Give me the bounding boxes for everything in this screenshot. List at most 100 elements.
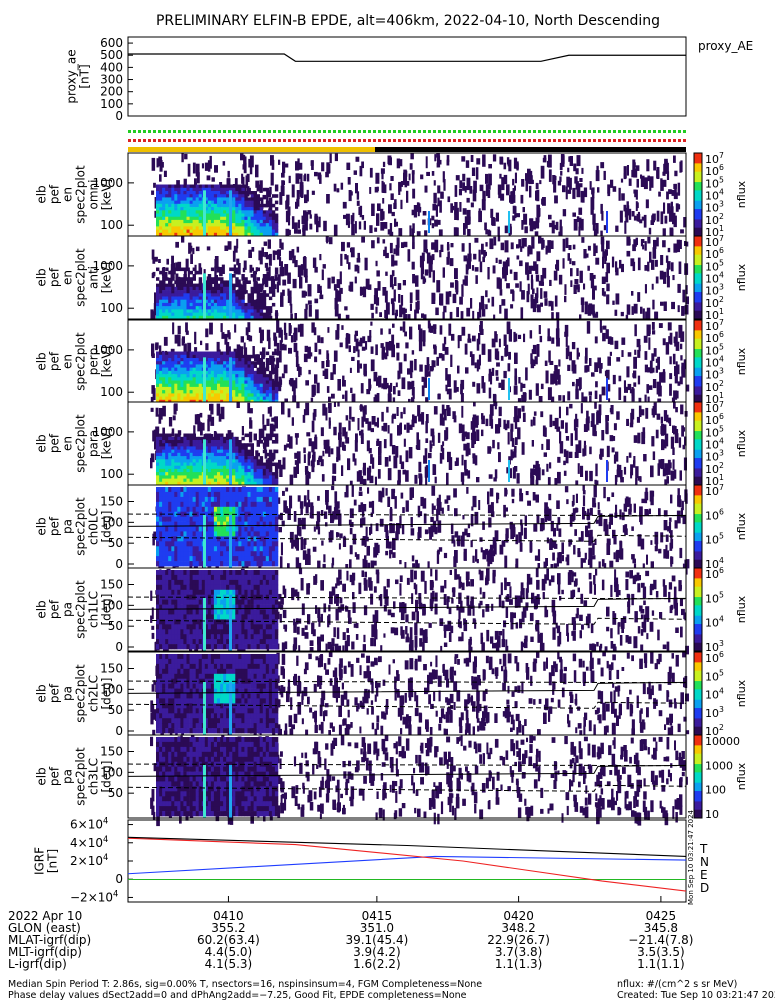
- status-mark-red: [308, 139, 311, 142]
- flux-speck: [303, 454, 306, 463]
- flux-speck: [418, 328, 423, 342]
- flux-speck: [421, 385, 425, 397]
- flux-speck: [454, 210, 458, 220]
- flux-speck: [367, 421, 372, 431]
- flux-speck: [544, 298, 548, 306]
- flux-speck: [592, 424, 597, 436]
- flux-cell: [159, 377, 163, 381]
- flux-speck: [633, 460, 636, 468]
- flux-speck: [655, 276, 659, 284]
- colorbar-segment: [694, 380, 702, 383]
- colorbar-segment: [694, 167, 702, 171]
- spec-ylabel-line: anti: [87, 266, 101, 289]
- colorbar-label: nflux: [735, 347, 748, 375]
- flux-cell: [220, 197, 224, 201]
- flux-speck: [679, 239, 682, 249]
- flux-speck: [216, 403, 221, 416]
- flux-cell: [174, 229, 178, 234]
- flux-speck: [538, 236, 542, 244]
- flux-speck: [388, 385, 391, 398]
- flux-speck: [623, 380, 626, 389]
- flux-speck: [578, 226, 581, 238]
- flux-cell: [168, 293, 172, 297]
- status-mark-red: [483, 139, 486, 142]
- flux-cell: [159, 280, 163, 284]
- flux-cell: [220, 386, 224, 391]
- flux-cell: [189, 299, 193, 304]
- flux-cell: [235, 267, 239, 272]
- flux-cell: [186, 219, 190, 224]
- flux-speck: [536, 464, 540, 473]
- flux-cell: [220, 396, 224, 401]
- flux-cell: [192, 312, 196, 317]
- flux-cell: [195, 440, 200, 444]
- flux-cell: [162, 433, 166, 438]
- flux-speck: [291, 380, 296, 392]
- flux-cell: [186, 433, 190, 438]
- flux-cell: [235, 367, 239, 372]
- flux-speck: [371, 203, 375, 216]
- flux-cell: [220, 191, 224, 195]
- flux-cell: [174, 436, 178, 441]
- flux-cell: [238, 302, 242, 307]
- flux-cell: [159, 475, 163, 479]
- flux-cell: [265, 187, 270, 192]
- flux-speck: [540, 288, 543, 299]
- colorbar-segment: [694, 336, 702, 340]
- flux-speck: [478, 249, 481, 262]
- flux-cell: [177, 223, 181, 227]
- flux-cell: [162, 194, 166, 198]
- flux-cell: [207, 286, 212, 291]
- flux-speck: [276, 281, 279, 293]
- flux-speck: [660, 416, 663, 424]
- flux-cell: [177, 277, 181, 281]
- ae-ytick: 200: [100, 85, 123, 99]
- status-mark-green: [253, 130, 256, 133]
- flux-speck: [649, 176, 654, 188]
- colorbar-segment: [694, 227, 702, 231]
- status-mark-green: [658, 130, 661, 133]
- flux-speck: [504, 240, 509, 253]
- status-mark-green: [653, 130, 656, 133]
- flux-speck: [553, 371, 558, 384]
- flux-cell: [213, 210, 218, 214]
- flux-cell: [262, 299, 267, 304]
- flux-speck: [297, 229, 301, 234]
- flux-cell: [204, 299, 209, 304]
- flux-cell: [156, 374, 160, 378]
- flux-cell: [156, 315, 160, 320]
- flux-cell: [192, 299, 196, 304]
- flux-speck: [640, 306, 643, 314]
- flux-cell: [265, 374, 270, 378]
- flux-cell: [262, 210, 267, 214]
- flux-cell: [223, 462, 227, 467]
- flux-cell: [162, 459, 166, 463]
- flux-cell: [274, 383, 279, 388]
- flux-cell: [180, 459, 184, 463]
- flux-speck: [600, 203, 603, 214]
- flux-speck: [336, 188, 340, 193]
- flux-cell: [168, 449, 172, 454]
- flux-cell: [186, 472, 190, 476]
- status-mark-green: [418, 130, 421, 133]
- flux-cell: [241, 194, 245, 198]
- flux-cell: [180, 361, 184, 365]
- flux-cell: [207, 370, 212, 375]
- flux-speck: [418, 473, 422, 479]
- flux-cell: [204, 280, 209, 284]
- flux-cell: [165, 200, 169, 205]
- flux-speck: [273, 332, 277, 341]
- flux-cell: [162, 315, 166, 320]
- status-bars: [128, 130, 686, 152]
- flux-cell: [162, 377, 166, 381]
- flux-cell: [256, 377, 260, 381]
- flux-cell: [159, 364, 163, 368]
- flux-cell: [223, 436, 227, 441]
- flux-speck: [314, 356, 318, 363]
- flux-speck: [401, 242, 405, 248]
- flux-cell: [220, 440, 224, 444]
- flux-cell: [232, 207, 236, 211]
- spec-ylabel-line: [keV]: [100, 179, 114, 210]
- flux-speck: [322, 370, 327, 376]
- colorbar-segment: [694, 346, 702, 350]
